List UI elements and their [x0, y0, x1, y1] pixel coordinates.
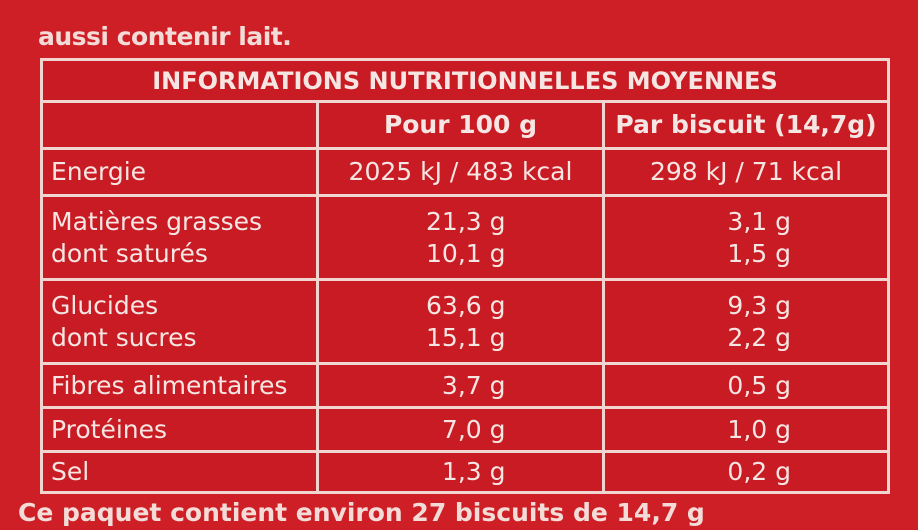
nutrition-table: INFORMATIONS NUTRITIONNELLES MOYENNES Po… [40, 58, 890, 494]
row-per100: 2025 kJ / 483 kcal [319, 150, 605, 194]
row-per100: 21,3 g 10,1 g [319, 197, 605, 278]
header-empty-cell [43, 103, 319, 147]
row-label: Energie [43, 150, 319, 194]
header-per100: Pour 100 g [319, 103, 605, 147]
table-row: Glucides dont sucres 63,6 g 15,1 g 9,3 g 2,… [43, 281, 887, 365]
table-row: Sel 1,3 g 0,2 g [43, 453, 887, 491]
row-label: Sel [43, 453, 319, 491]
ingredients-text: aussi contenir lait. [38, 0, 292, 54]
table-row: Energie 2025 kJ / 483 kcal 298 kJ / 71 k… [43, 150, 887, 197]
row-label: Glucides dont sucres [43, 281, 319, 362]
table-row: Fibres alimentaires 3,7 g 0,5 g [43, 365, 887, 409]
table-row: Matières grasses dont saturés 21,3 g 10,1 … [43, 197, 887, 281]
table-title: INFORMATIONS NUTRITIONNELLES MOYENNES [43, 61, 887, 103]
row-label: Protéines [43, 409, 319, 450]
row-per100: 3,7 g [319, 365, 605, 406]
row-label: Matières grasses dont saturés [43, 197, 319, 278]
row-label: Fibres alimentaires [43, 365, 319, 406]
package-count-text: Ce paquet contient environ 27 biscuits d… [18, 498, 705, 527]
row-perbiscuit: 3,1 g 1,5 g [727, 206, 791, 268]
row-per100: 7,0 g [319, 409, 605, 450]
header-perbiscuit: Par biscuit (14,7g) [615, 110, 877, 139]
row-perbiscuit: 1,0 g [727, 414, 791, 444]
table-row: Protéines 7,0 g 1,0 g [43, 409, 887, 453]
ingredients-line-cut [38, 0, 291, 20]
table-header-row: Pour 100 g Par biscuit (14,7g) [43, 103, 887, 150]
row-perbiscuit: 298 kJ / 71 kcal [649, 157, 843, 186]
row-per100: 1,3 g [319, 453, 605, 491]
row-perbiscuit: 9,3 g 2,2 g [727, 290, 791, 352]
row-perbiscuit: 0,2 g [727, 457, 791, 486]
ingredients-line: aussi contenir lait. [38, 22, 292, 51]
row-perbiscuit: 0,5 g [727, 370, 791, 400]
row-per100: 63,6 g 15,1 g [319, 281, 605, 362]
